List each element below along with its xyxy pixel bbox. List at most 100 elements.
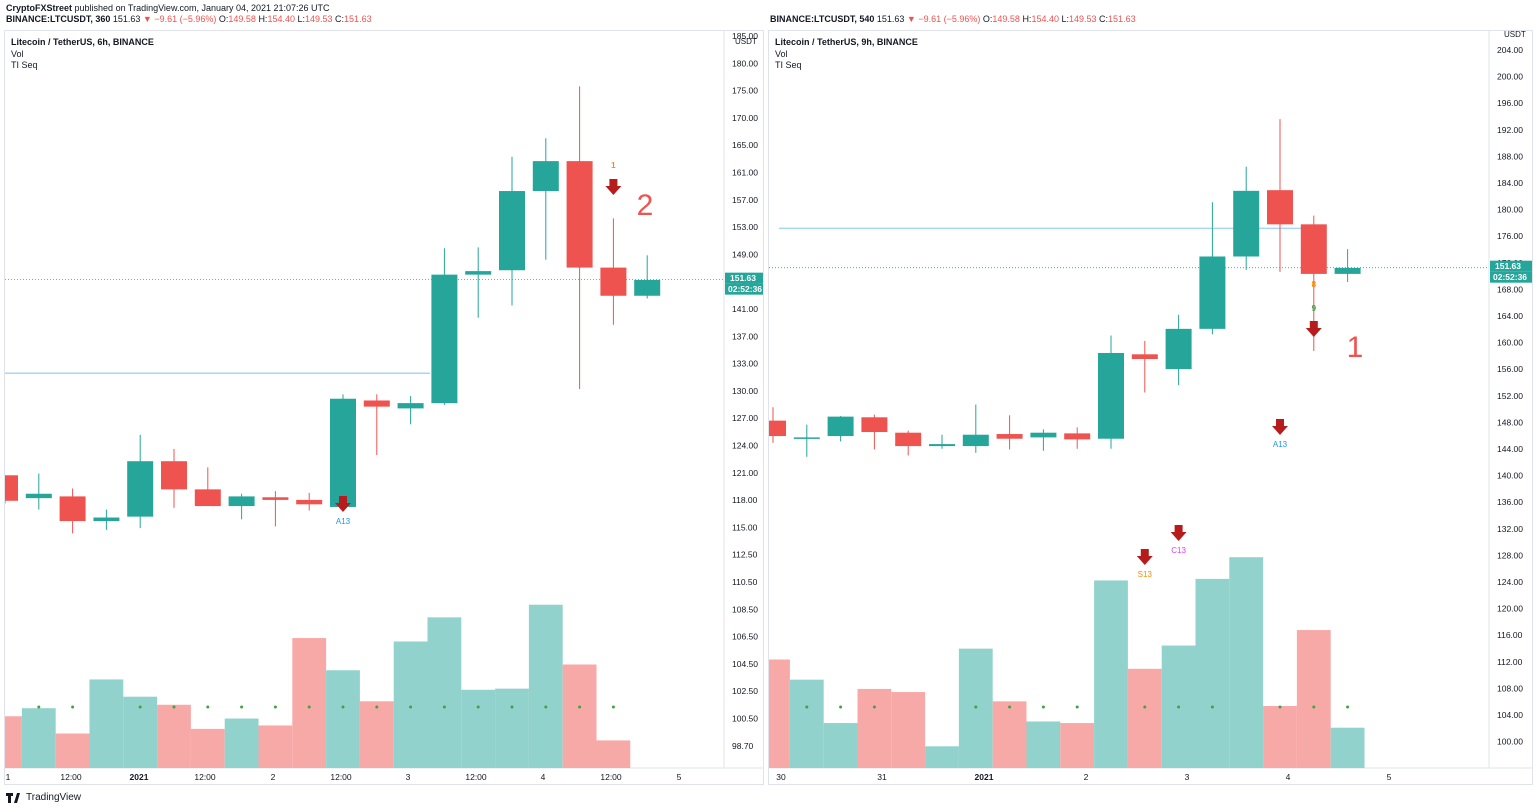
sequential-dot [1008,705,1012,709]
tradingview-logo-icon [6,792,22,803]
price-tick-label: 168.00 [1497,284,1523,294]
last-price-badge-text: 151.63 [1495,261,1521,271]
candle-body [1334,267,1361,274]
sequential-dot [240,705,244,709]
down-arrow-icon [1305,321,1322,337]
volume-bar [359,701,394,768]
sequence-count-label: 9 [1312,304,1317,313]
currency-label: USDT [1504,31,1526,39]
volume-bar [1330,727,1365,768]
right-last: 151.63 [876,14,905,24]
countdown-badge [725,283,767,295]
right-indicator-tiseq[interactable]: TI Seq [775,60,802,70]
left-indicator-tiseq[interactable]: TI Seq [11,60,38,70]
price-tick-label: 200.00 [1497,72,1523,82]
price-tick-label: 137.00 [732,331,758,341]
candle-body [161,461,187,490]
price-tick-label: 165.00 [732,140,758,150]
volume-bar [562,664,597,768]
candle-body [93,517,120,522]
price-tick-label: 175.00 [732,86,758,96]
sequential-marker-label: A13 [1273,440,1288,449]
candle-body [262,497,289,500]
volume-bar [224,718,259,768]
currency-label: USDT [735,37,757,46]
candle-body [397,403,424,409]
candle-body [194,489,221,507]
time-tick-label: 30 [776,772,786,782]
last-price-badge [1490,260,1532,272]
left-indicator-vol[interactable]: Vol [11,48,24,59]
price-tick-label: 153.00 [732,222,758,232]
left-symbol: BINANCE:LTCUSDT, 360 [6,14,111,24]
price-tick-label: 152.00 [1497,391,1523,401]
price-tick-label: 112.00 [1497,657,1523,667]
candle-body [1131,354,1158,359]
candle-body [465,271,492,275]
last-price-badge-text: 151.63 [730,273,756,283]
time-tick-label: 3 [406,772,411,782]
sequential-dot [974,705,978,709]
price-tick-label: 192.00 [1497,125,1523,135]
time-tick-label: 5 [1387,772,1392,782]
right-chart-title[interactable]: Litecoin / TetherUS, 9h, BINANCE [775,37,918,47]
volume-bar [1094,580,1128,768]
price-tick-label: 124.00 [1497,577,1523,587]
candle-body [499,191,525,271]
volume-bar [0,716,22,768]
price-tick-label: 130.00 [732,386,758,396]
down-arrow-icon [1272,419,1288,435]
volume-bar [1026,721,1061,768]
sequential-dot [1312,705,1316,709]
volume-bar [123,696,158,768]
price-tick-label: 149.00 [732,249,758,259]
footer-brand[interactable]: TradingView [6,792,81,803]
volume-bar [55,733,90,768]
candle-body [1300,224,1327,274]
left-chart-title[interactable]: Litecoin / TetherUS, 6h, BINANCE [11,37,154,47]
price-tick-label: 106.50 [732,632,758,642]
candle-body [962,434,989,447]
price-tick-label: 141.00 [732,304,758,314]
candle-body [1098,352,1124,439]
price-tick-label: 160.00 [1497,338,1523,348]
time-tick-label: 2 [1084,772,1089,782]
time-tick-label: 31 [877,772,887,782]
price-tick-label: 204.00 [1497,45,1523,55]
sequential-dot [544,705,548,709]
candle-body [1267,190,1293,225]
left-chart-canvas[interactable]: 185.00 180.00 175.00 170.00 165.00 161.00 157.… [0,31,767,784]
author[interactable]: CryptoFXStreet [6,3,73,13]
right-chart-canvas[interactable]: 204.00 200.00 196.00 192.00 188.00 184.00 180.… [756,30,1532,784]
count-annotation-label: 2 [637,189,654,222]
price-tick-label: 121.00 [732,468,758,478]
left-chart-pane[interactable]: 185.00 180.00 175.00 170.00 165.00 161.00 157.… [0,30,767,785]
sequential-dot [1346,705,1350,709]
price-tick-label: 161.00 [732,168,758,178]
countdown-badge-text: 02:52:36 [1493,272,1527,282]
price-tick-label: 185.00 [732,31,758,41]
right-indicator-vol[interactable]: Vol [775,48,788,59]
candle-body [929,444,955,447]
right-change: ▼ −9.61 (−5.96%) [906,14,981,24]
volume-bar [1263,706,1297,768]
volume-bar [495,688,529,768]
price-tick-label: 102.50 [732,686,758,696]
right-chart-pane[interactable]: 204.00 200.00 196.00 192.00 188.00 184.00 180.… [756,30,1533,785]
candle-body [793,437,820,439]
time-tick-label: 12:00 [330,772,352,782]
volume-bar [157,704,191,768]
candle-body [59,496,86,522]
price-tick-label: 144.00 [1497,444,1523,454]
volume-bar [789,679,824,768]
candle-body [996,434,1023,439]
price-tick-label: 180.00 [732,58,758,68]
sequential-dot [409,705,413,709]
volume-bar [528,604,563,768]
sequential-marker-label: S13 [1138,570,1153,579]
down-arrow-icon [1136,549,1153,565]
price-tick-label: 120.00 [1497,604,1523,614]
sequential-marker-label: C13 [1171,546,1186,555]
volume-bar [925,746,959,768]
sequential-dot [341,705,345,709]
